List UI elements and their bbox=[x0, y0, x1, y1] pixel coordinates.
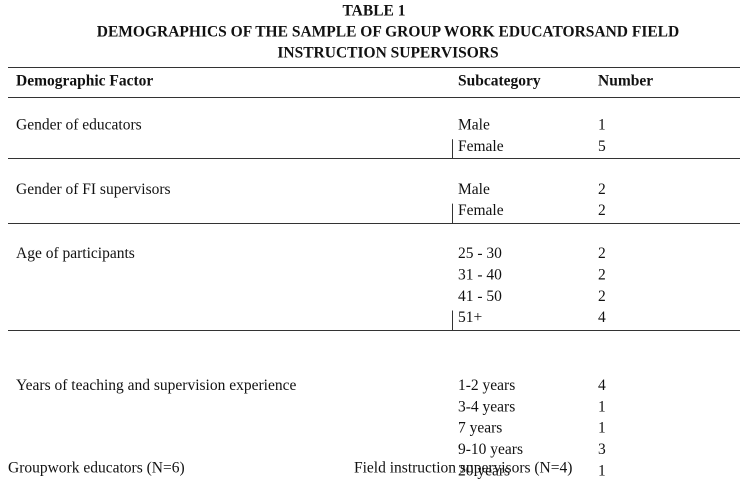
column-header: Number bbox=[598, 73, 653, 90]
number: 2 bbox=[598, 245, 606, 262]
factor: Age of participants bbox=[16, 245, 135, 262]
number: 1 bbox=[598, 117, 606, 134]
subcategory: 41 - 50 bbox=[458, 288, 502, 305]
factor: Gender of FI supervisors bbox=[16, 181, 171, 198]
number: 2 bbox=[598, 202, 606, 219]
footer-note: Groupwork educators (N=6) bbox=[8, 460, 185, 477]
subcategory: Male bbox=[458, 117, 490, 134]
factor: Gender of educators bbox=[16, 117, 142, 134]
subcategory: 20 years bbox=[458, 462, 510, 479]
number: 5 bbox=[598, 138, 606, 155]
table-title: INSTRUCTION SUPERVISORS bbox=[277, 45, 498, 62]
number: 4 bbox=[598, 309, 606, 326]
number: 1 bbox=[598, 398, 606, 415]
subcategory: Male bbox=[458, 181, 490, 198]
table-label: TABLE 1 bbox=[342, 3, 405, 20]
subcategory: 1-2 years bbox=[458, 377, 515, 394]
subcategory: Female bbox=[458, 138, 504, 155]
subcategory: Female bbox=[458, 202, 504, 219]
number: 3 bbox=[598, 441, 606, 458]
number: 2 bbox=[598, 181, 606, 198]
factor: Years of teaching and supervision experi… bbox=[16, 377, 296, 394]
subcategory: 25 - 30 bbox=[458, 245, 502, 262]
column-header: Subcategory bbox=[458, 73, 541, 90]
number: 4 bbox=[598, 377, 606, 394]
subcategory: 51+ bbox=[458, 309, 482, 326]
subcategory: 31 - 40 bbox=[458, 266, 502, 283]
number: 1 bbox=[598, 420, 606, 437]
number: 2 bbox=[598, 288, 606, 305]
table-title: DEMOGRAPHICS OF THE SAMPLE OF GROUP WORK… bbox=[97, 24, 679, 41]
subcategory: 9-10 years bbox=[458, 441, 523, 458]
subcategory: 3-4 years bbox=[458, 398, 515, 415]
column-header: Demographic Factor bbox=[16, 73, 153, 90]
subcategory: 7 years bbox=[458, 420, 502, 437]
footer-note: Field instruction supervisors (N=4) bbox=[354, 460, 572, 477]
number: 2 bbox=[598, 266, 606, 283]
number: 1 bbox=[598, 462, 606, 479]
